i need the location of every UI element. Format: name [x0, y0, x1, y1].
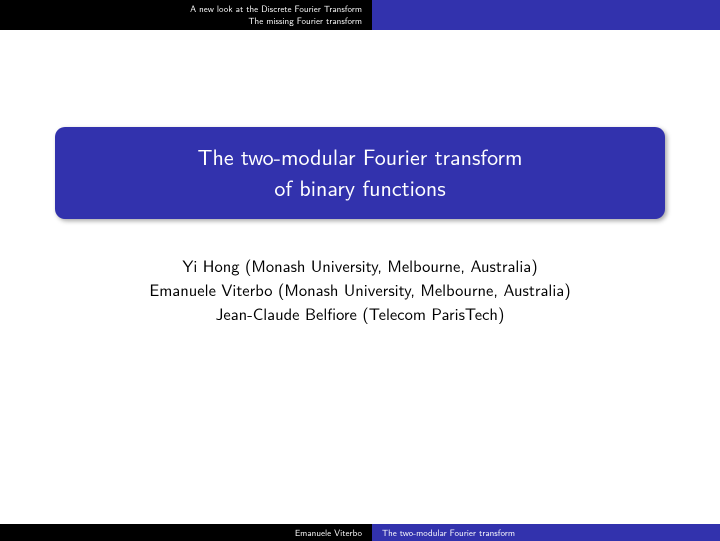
footer-short-title: The two-modular Fourier transform: [372, 524, 720, 541]
author-line-2: Emanuele Viterbo (Monash University, Mel…: [0, 279, 720, 303]
author-line-1: Yi Hong (Monash University, Melbourne, A…: [0, 255, 720, 279]
title-block: The two-modular Fourier transform of bin…: [55, 127, 665, 219]
footer-bar: Emanuele Viterbo The two-modular Fourier…: [0, 524, 720, 541]
header-right-band: [372, 0, 720, 30]
header-section-titles: A new look at the Discrete Fourier Trans…: [0, 0, 372, 30]
header-line-2: The missing Fourier transform: [0, 15, 362, 27]
title-line-1: The two-modular Fourier transform: [75, 141, 645, 172]
title-line-2: of binary functions: [75, 172, 645, 203]
footer-author: Emanuele Viterbo: [0, 524, 372, 541]
author-block: Yi Hong (Monash University, Melbourne, A…: [0, 255, 720, 327]
author-line-3: Jean-Claude Belfiore (Telecom ParisTech): [0, 303, 720, 327]
header-bar: A new look at the Discrete Fourier Trans…: [0, 0, 720, 30]
